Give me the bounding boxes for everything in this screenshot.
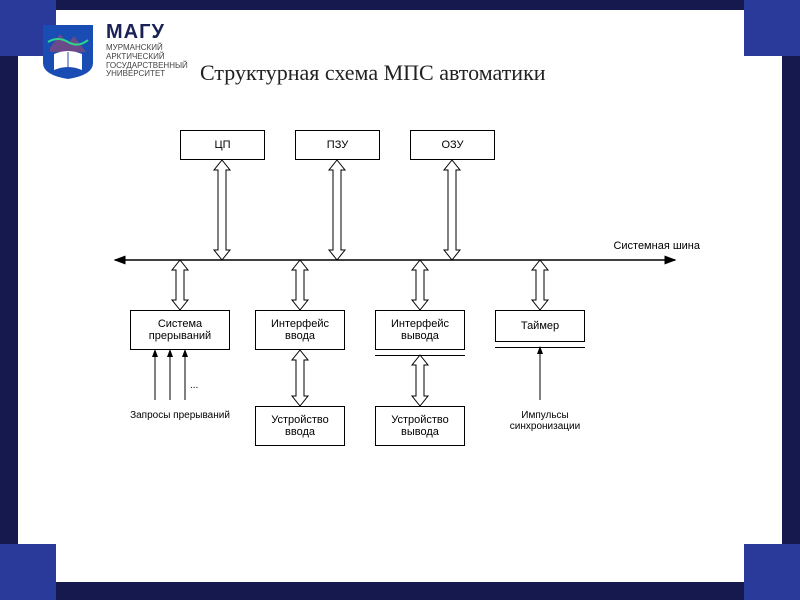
diagram: ЦП ПЗУ ОЗУ Система прерываний Интерфейс ввод… xyxy=(100,120,700,560)
corner-br xyxy=(744,544,800,600)
node-rom: ПЗУ xyxy=(295,130,380,160)
border-left xyxy=(0,0,18,600)
node-cpu: ЦП xyxy=(180,130,265,160)
logo-sub4: УНИВЕРСИТЕТ xyxy=(106,70,188,79)
underline-0 xyxy=(375,355,465,356)
double-arrow xyxy=(412,355,428,406)
logo-text: МАГУ МУРМАНСКИЙ АРКТИЧЕСКИЙ ГОСУДАРСТВЕН… xyxy=(106,21,188,79)
border-top xyxy=(0,0,800,10)
double-arrow xyxy=(329,160,345,260)
header: МАГУ МУРМАНСКИЙ АРКТИЧЕСКИЙ ГОСУДАРСТВЕН… xyxy=(38,20,188,80)
label-intreq: Запросы прерываний xyxy=(130,410,230,421)
double-arrow xyxy=(532,260,548,310)
double-arrow xyxy=(444,160,460,260)
page-title: Структурная схема МПС автоматики xyxy=(200,60,546,86)
logo-title: МАГУ xyxy=(106,21,188,44)
dots-label: ... xyxy=(190,380,198,391)
double-arrow xyxy=(214,160,230,260)
double-arrow xyxy=(292,260,308,310)
double-arrow xyxy=(412,260,428,310)
node-ifout: Интерфейс вывода xyxy=(375,310,465,350)
corner-tr xyxy=(744,0,800,56)
node-intsys: Система прерываний xyxy=(130,310,230,350)
node-timer: Таймер xyxy=(495,310,585,342)
logo-icon xyxy=(38,20,98,80)
slide: МАГУ МУРМАНСКИЙ АРКТИЧЕСКИЙ ГОСУДАРСТВЕН… xyxy=(0,0,800,600)
node-devout: Устройство вывода xyxy=(375,406,465,446)
border-bottom xyxy=(0,582,800,600)
double-arrow xyxy=(292,350,308,406)
node-devin: Устройство ввода xyxy=(255,406,345,446)
corner-bl xyxy=(0,544,56,600)
underline-1 xyxy=(495,347,585,348)
node-ram: ОЗУ xyxy=(410,130,495,160)
border-right xyxy=(782,0,800,600)
double-arrow xyxy=(172,260,188,310)
bus-label: Системная шина xyxy=(613,240,700,252)
node-ifin: Интерфейс ввода xyxy=(255,310,345,350)
label-sync: Импульсы синхронизации xyxy=(495,410,595,432)
